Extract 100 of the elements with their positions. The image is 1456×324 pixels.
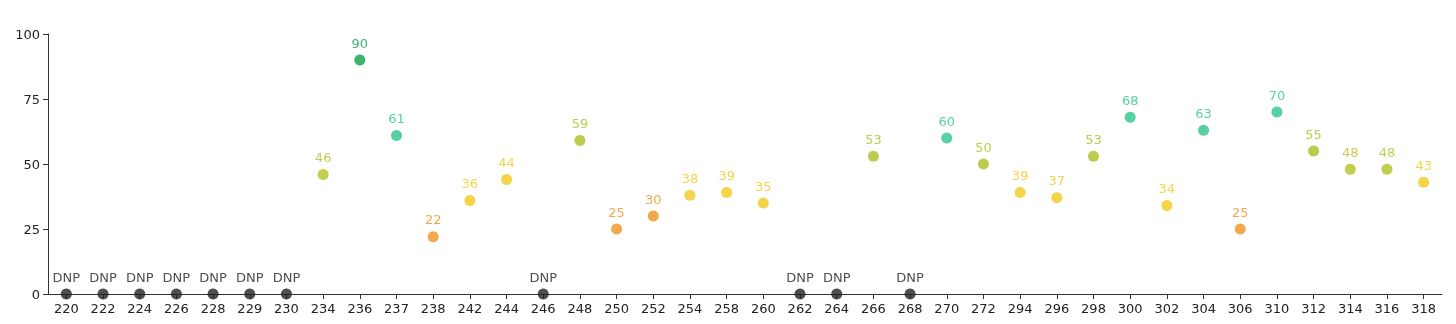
x-tick-label: 229	[237, 301, 263, 316]
point	[794, 288, 806, 300]
x-tick-label: 312	[1301, 301, 1327, 316]
point	[134, 288, 146, 300]
point	[1014, 187, 1026, 199]
point	[977, 158, 989, 170]
x-tick-label: 268	[897, 301, 923, 316]
point	[1198, 124, 1210, 136]
point	[757, 197, 769, 209]
point	[244, 288, 256, 300]
data-label: DNP	[162, 269, 191, 285]
x-tick-label: 318	[1411, 301, 1437, 316]
x-tick-label: 234	[310, 301, 336, 316]
x-tick-label: 236	[347, 301, 373, 316]
x-tick-label: 246	[530, 301, 556, 316]
point	[1161, 200, 1173, 212]
point	[574, 135, 586, 147]
x-tick-label: 294	[1007, 301, 1033, 316]
data-label: 37	[1048, 173, 1066, 189]
point	[1381, 163, 1393, 175]
point	[867, 150, 879, 162]
x-tick-label: 300	[1117, 301, 1143, 316]
data-label: 61	[388, 110, 405, 126]
x-tick-label: 304	[1191, 301, 1216, 316]
data-label: 36	[461, 175, 479, 191]
x-tick-label: 230	[274, 301, 299, 316]
x-tick-label: 220	[53, 301, 79, 316]
x-tick-label: 242	[457, 301, 483, 316]
y-tick-label: 50	[23, 156, 40, 172]
data-label: 59	[571, 116, 589, 132]
data-label: DNP	[822, 269, 851, 285]
point	[1051, 192, 1063, 204]
data-label: 46	[314, 149, 332, 165]
x-tick-label: 296	[1044, 301, 1070, 316]
point	[721, 187, 733, 199]
point	[647, 210, 659, 222]
data-label: DNP	[896, 269, 925, 285]
y-tick-label: 75	[23, 91, 40, 107]
point	[1344, 163, 1356, 175]
point	[60, 288, 72, 300]
x-tick-label: 262	[787, 301, 813, 316]
data-label: DNP	[786, 269, 814, 285]
data-label: 63	[1195, 105, 1212, 121]
data-label: DNP	[52, 269, 81, 285]
x-tick-label: 254	[677, 301, 703, 316]
x-tick-label: 252	[640, 301, 666, 316]
data-label: 30	[645, 191, 662, 207]
point	[391, 129, 402, 141]
x-tick-label: 272	[971, 301, 996, 316]
data-label: 48	[1342, 144, 1359, 160]
data-label: 39	[1011, 168, 1029, 184]
point	[1271, 106, 1283, 118]
data-label: DNP	[272, 269, 301, 285]
x-tick-label: 310	[1264, 301, 1290, 316]
data-label: 60	[938, 113, 956, 129]
point	[427, 231, 439, 243]
point	[831, 288, 843, 300]
x-tick-label: 238	[420, 301, 446, 316]
x-tick-label: 260	[750, 301, 776, 316]
point	[207, 288, 219, 300]
data-label: 22	[424, 212, 442, 228]
data-label: 39	[718, 168, 735, 184]
y-tick-label: 100	[15, 26, 40, 42]
data-label: 50	[975, 139, 992, 155]
data-label: 48	[1378, 144, 1396, 160]
data-label: DNP	[125, 269, 154, 285]
point	[1308, 145, 1320, 157]
point	[464, 194, 476, 206]
x-tick-label: 270	[934, 301, 960, 316]
data-label: 44	[498, 155, 515, 171]
x-tick-label: 264	[824, 301, 850, 316]
x-tick-label: 244	[494, 301, 519, 316]
point	[1234, 223, 1246, 235]
point	[1124, 111, 1136, 123]
x-tick-label: 222	[90, 301, 116, 316]
data-label: DNP	[235, 269, 264, 285]
point	[501, 174, 513, 186]
x-tick-label: 298	[1081, 301, 1106, 316]
data-label: 25	[1231, 204, 1249, 220]
data-label: 53	[865, 131, 882, 147]
point	[170, 288, 182, 300]
x-tick-label: 226	[163, 301, 189, 316]
data-label: 55	[1305, 126, 1322, 142]
point	[317, 168, 329, 180]
data-label: 53	[1085, 131, 1102, 147]
data-label: 43	[1415, 157, 1432, 173]
x-tick-label: 266	[860, 301, 886, 316]
data-label: 34	[1158, 181, 1176, 197]
x-tick-label: 302	[1154, 301, 1180, 316]
point	[537, 288, 549, 300]
x-tick-label: 248	[567, 301, 593, 316]
data-label: 70	[1268, 87, 1286, 103]
data-label: 90	[351, 35, 369, 51]
data-label: 38	[681, 170, 699, 186]
point	[280, 288, 292, 300]
data-label: DNP	[529, 269, 558, 285]
point	[611, 223, 623, 235]
data-label: 35	[755, 178, 772, 194]
point	[684, 189, 696, 201]
x-tick-label: 316	[1374, 301, 1400, 316]
